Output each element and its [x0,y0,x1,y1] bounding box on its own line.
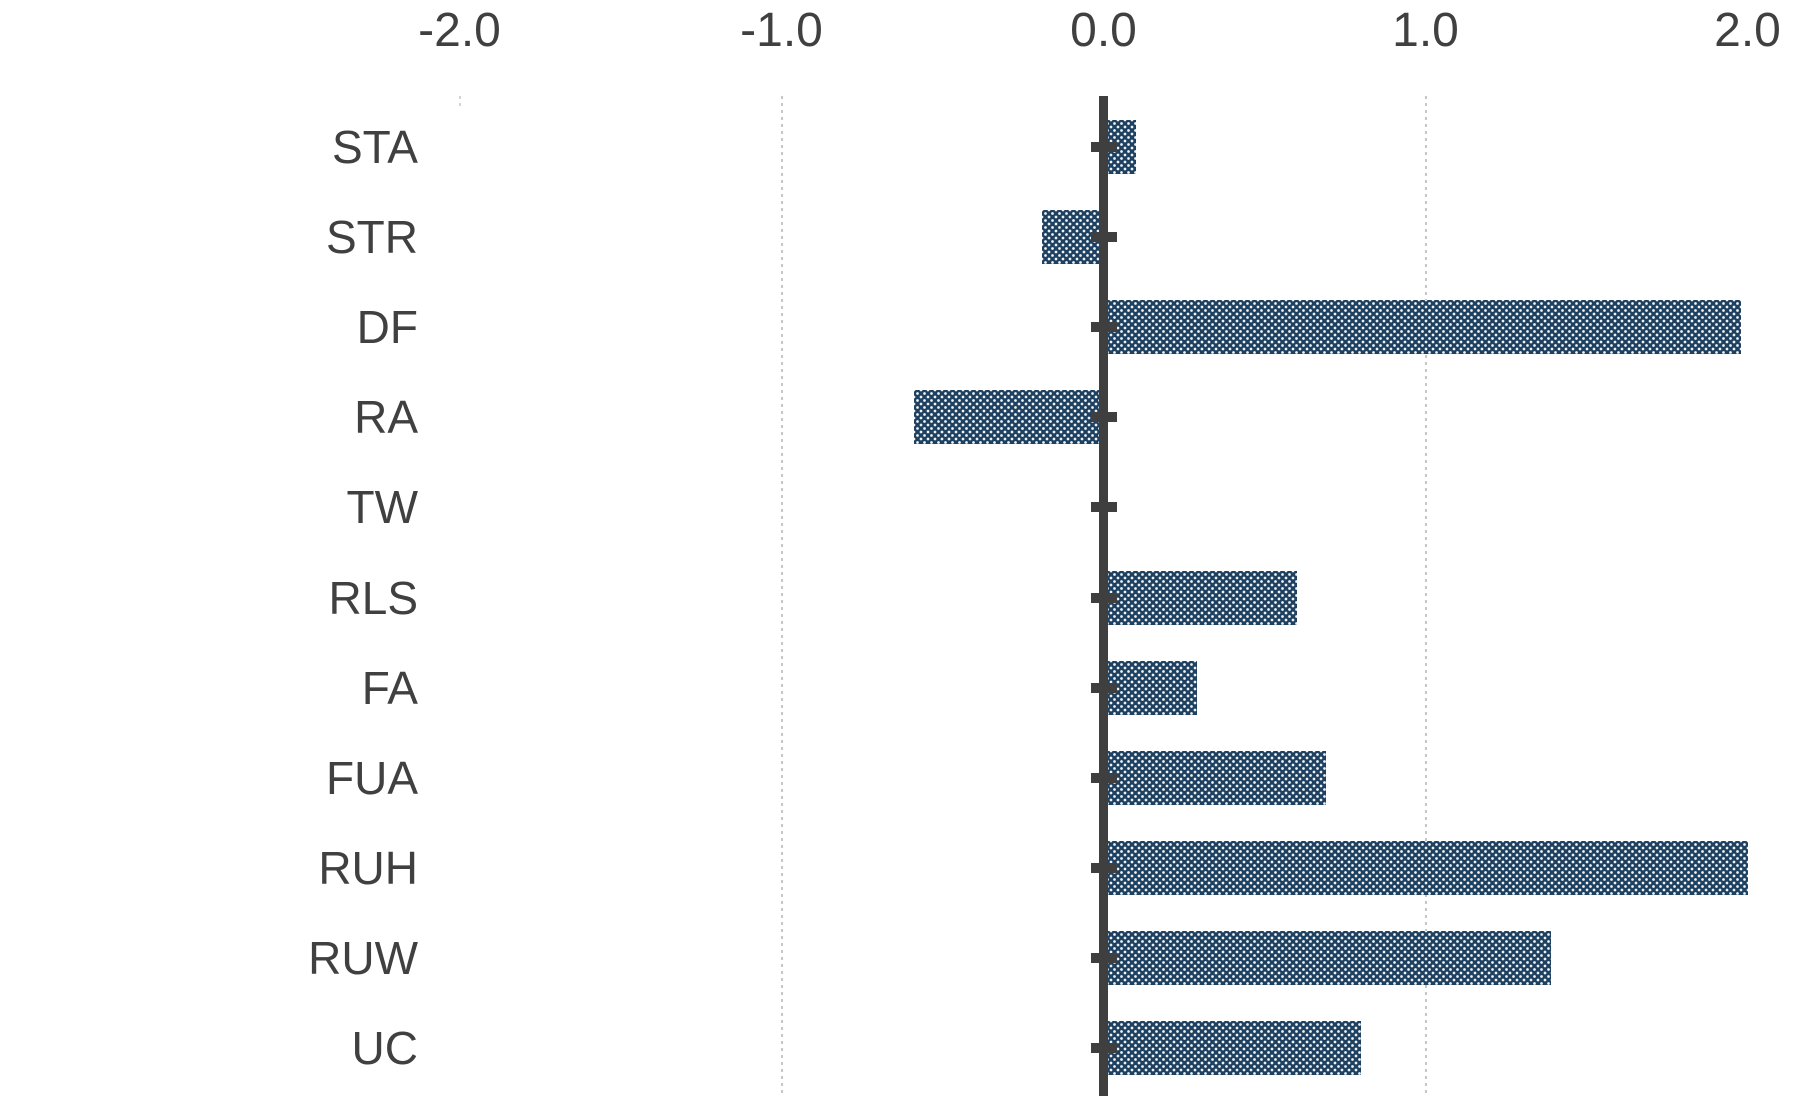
axis-tick-FA [1090,682,1117,693]
axis-tick-RLS [1090,592,1117,603]
axis-tick-DF [1090,322,1117,333]
bar-RLS [1103,570,1297,625]
gridline-1 [1424,96,1427,1096]
bar-RUH [1103,840,1748,895]
category-label-TW: TW [346,481,418,534]
bar-RUW [1103,930,1552,985]
category-label-UC: UC [351,1022,418,1074]
category-label-RA: RA [354,391,418,444]
x-axis-tick-label: 0.0 [1070,4,1137,57]
bar-FA [1103,660,1197,715]
axis-tick-RUW [1090,952,1117,963]
category-label-FUA: FUA [326,751,418,804]
bar-RA [913,390,1104,445]
axis-tick-STA [1090,142,1117,152]
bar-FUA [1103,750,1326,805]
category-label-RUH: RUH [318,841,418,894]
category-label-STR: STR [326,211,418,264]
x-axis-tick-label: -1.0 [740,4,823,57]
category-label-FA: FA [361,661,418,714]
gridline-stub-minus-2 [458,96,461,110]
gridline--1 [780,96,783,1096]
axis-tick-RA [1090,412,1117,423]
x-axis-tick-label: 1.0 [1392,4,1459,57]
category-label-RUW: RUW [308,931,418,984]
axis-tick-RUH [1090,862,1117,873]
x-axis-tick-label: 2.0 [1714,4,1781,57]
axis-tick-TW [1090,502,1117,513]
bar-UC [1103,1021,1362,1075]
axis-tick-UC [1090,1043,1117,1053]
x-axis-tick-label: -2.0 [418,4,501,57]
axis-tick-STR [1090,232,1117,243]
bar-DF [1103,300,1742,355]
category-label-RLS: RLS [328,571,418,624]
category-label-DF: DF [356,301,418,354]
category-label-STA: STA [331,121,418,173]
axis-tick-FUA [1090,772,1117,783]
